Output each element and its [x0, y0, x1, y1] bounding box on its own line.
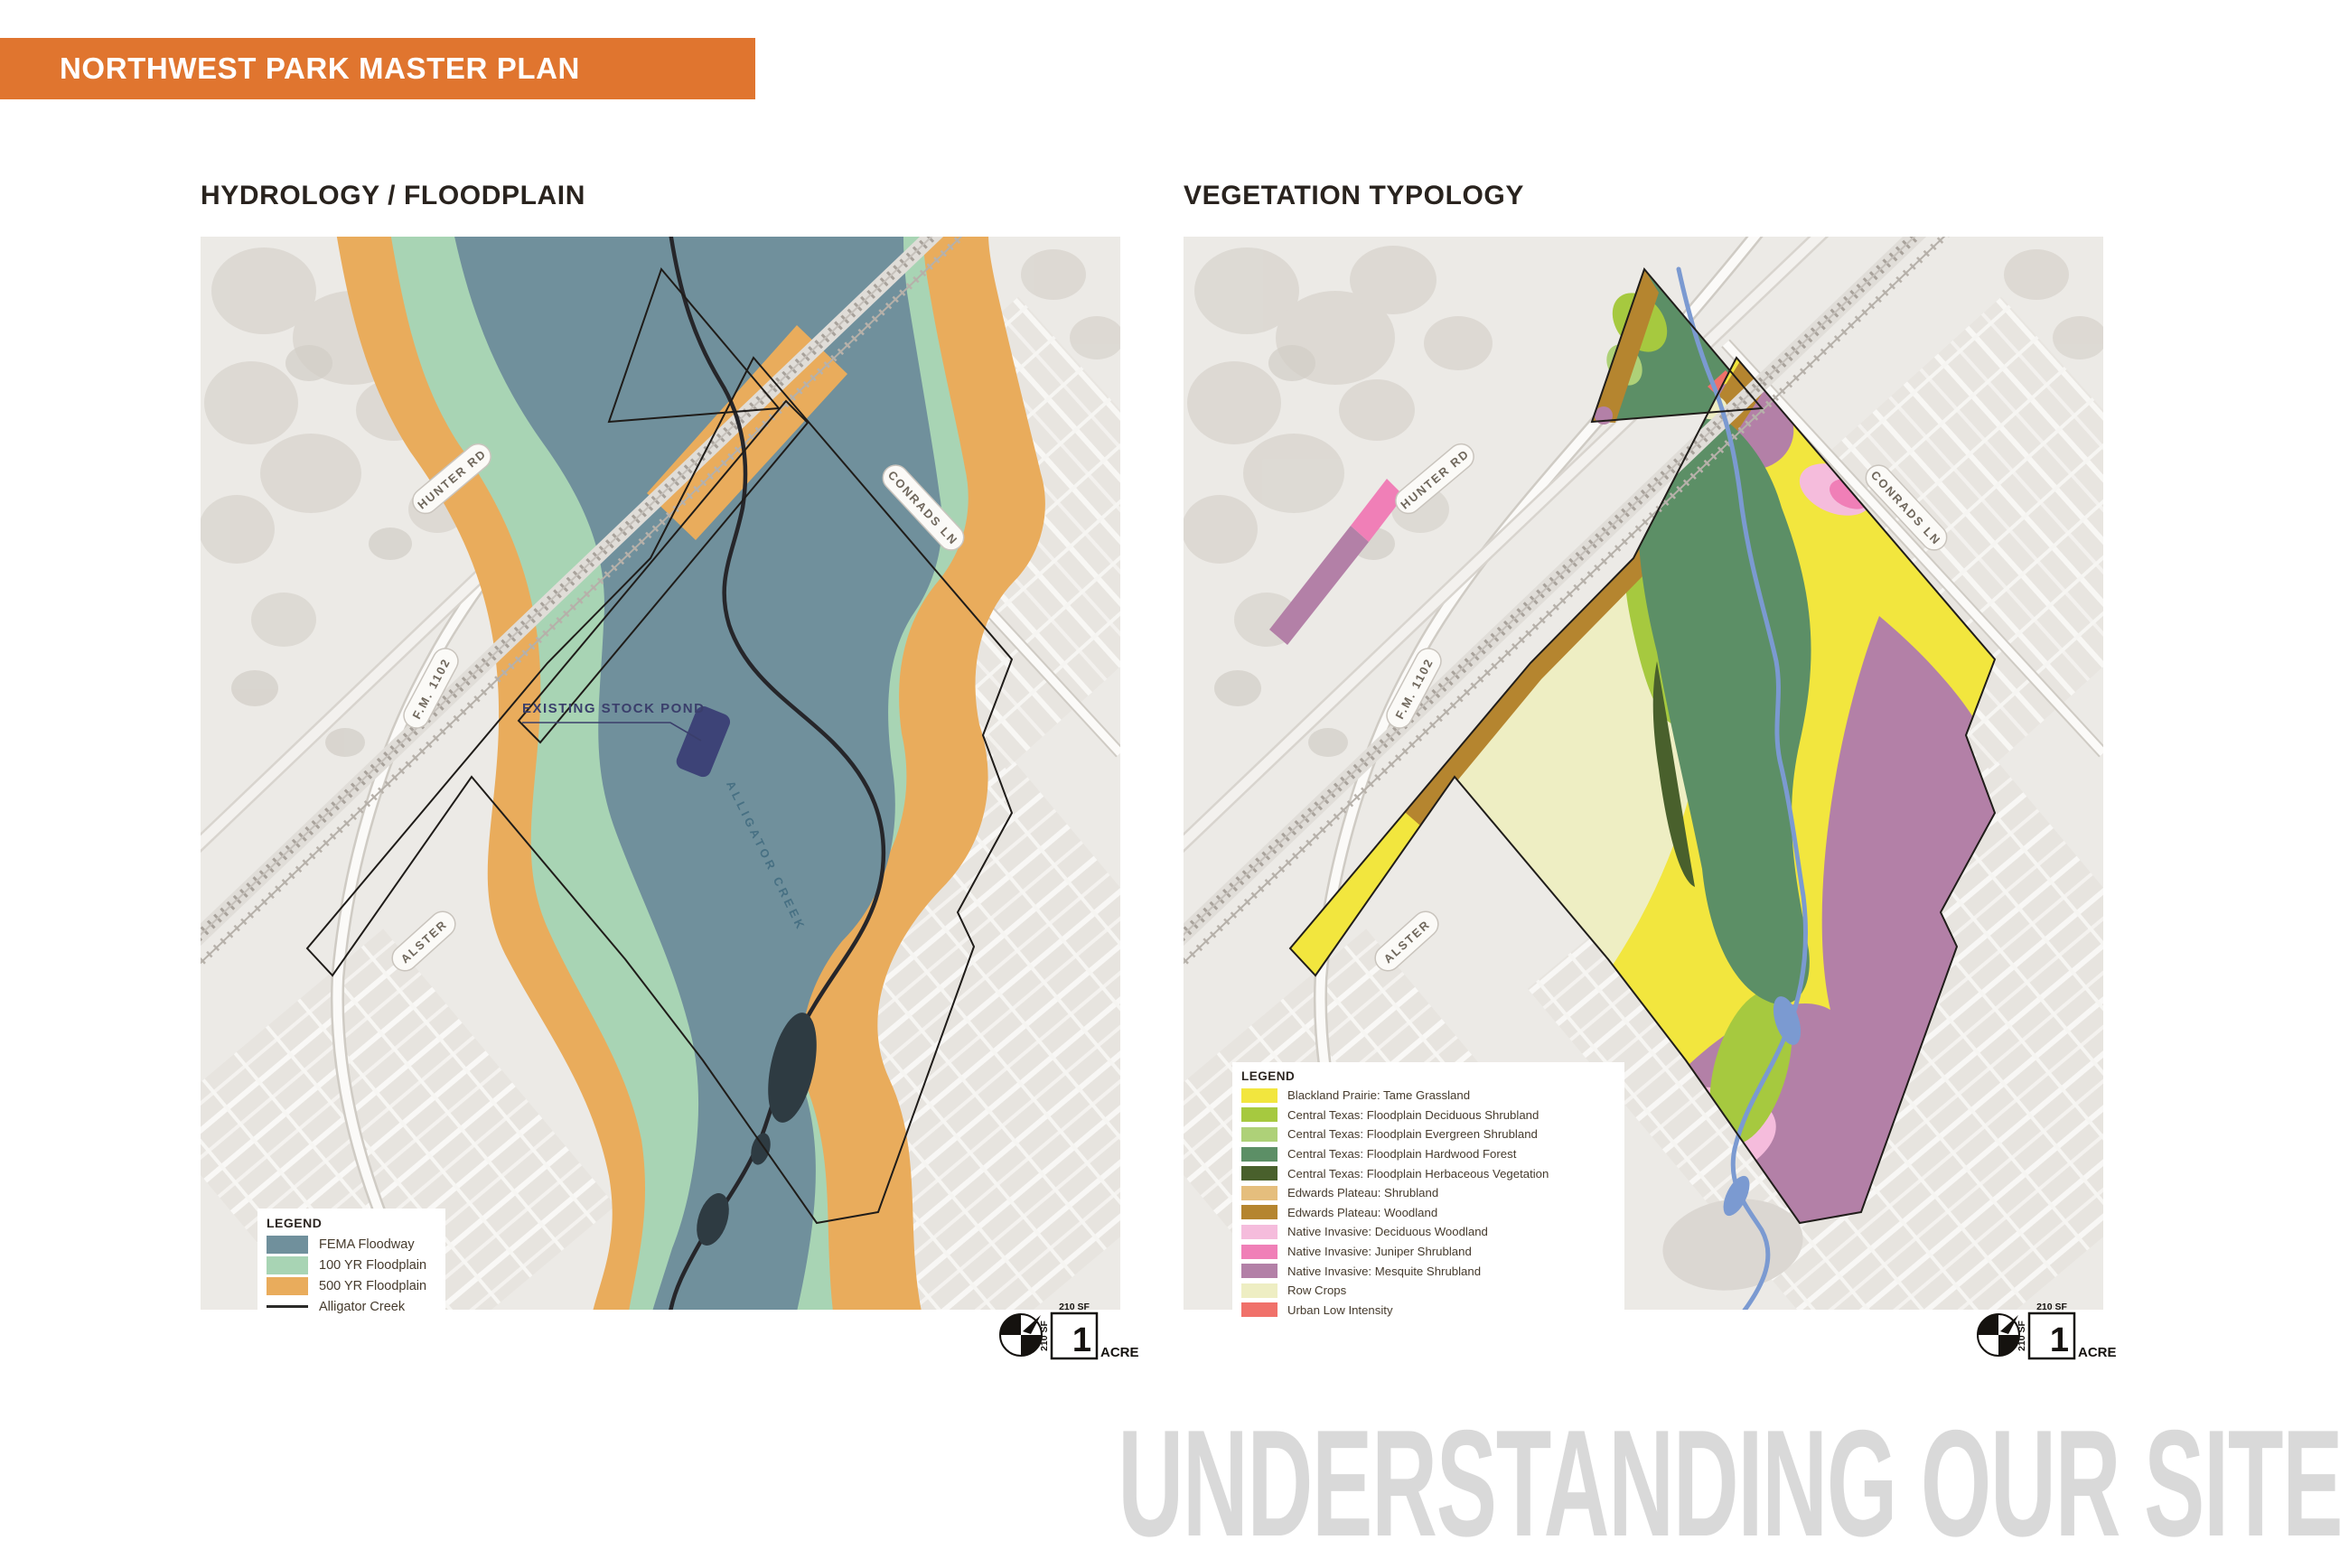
legend-swatch [1241, 1126, 1277, 1142]
legend-label: Central Texas: Floodplain Hardwood Fores… [1287, 1147, 1517, 1162]
legend-item: Central Texas: Floodplain Herbaceous Veg… [1241, 1163, 1614, 1183]
legend-item: Alligator Creek [267, 1296, 435, 1317]
legend-swatch [1241, 1107, 1277, 1123]
legend-item: Row Crops [1241, 1281, 1614, 1301]
legend-title: LEGEND [1241, 1069, 1296, 1083]
acre-scale-square [2027, 1311, 2076, 1360]
legend-label: Native Invasive: Juniper Shrubland [1287, 1245, 1472, 1259]
legend-swatch [267, 1276, 308, 1295]
legend-label: Edwards Plateau: Woodland [1287, 1205, 1438, 1219]
vegetation-legend: LEGEND Blackland Prairie: Tame Grassland C… [1232, 1062, 1624, 1328]
stock-pond-leader-line [522, 722, 702, 742]
legend-item: Blackland Prairie: Tame Grassland [1241, 1086, 1614, 1106]
acre-scale-square [1050, 1311, 1099, 1360]
scale-value: 1 [2050, 1321, 2069, 1359]
hydrology-map-title: HYDROLOGY / FLOODPLAIN [201, 181, 585, 210]
north-arrow-icon [1977, 1313, 2020, 1357]
veg-herbaceous-vegetation [1652, 661, 1695, 887]
alligator-creek-line [669, 237, 886, 1310]
stock-pond-annotation: EXISTING STOCK POND [522, 701, 705, 742]
scale-side-top: 210 SF [1059, 1302, 1090, 1312]
veg-hardwood-forest [1637, 390, 1811, 1005]
legend-swatch [1241, 1205, 1277, 1220]
creek-blue-line [1676, 266, 1809, 1310]
site-boundary [305, 267, 1014, 1225]
legend-swatch [1241, 1302, 1277, 1318]
legend-swatch [267, 1235, 308, 1254]
legend-line-swatch [267, 1305, 308, 1308]
slide-banner: NORTHWEST PARK MASTER PLAN [0, 38, 755, 99]
legend-item: 100 YR Floodplain [267, 1255, 435, 1275]
banner-title: NORTHWEST PARK MASTER PLAN [60, 51, 580, 85]
vegetation-map-title: VEGETATION TYPOLOGY [1184, 181, 1524, 210]
legend-swatch [1241, 1244, 1277, 1259]
legend-swatch [267, 1255, 308, 1274]
legend-item: Central Texas: Floodplain Hardwood Fores… [1241, 1144, 1614, 1164]
legend-label: Edwards Plateau: Shrubland [1287, 1186, 1439, 1200]
legend-label: Central Texas: Floodplain Herbaceous Veg… [1287, 1166, 1549, 1181]
existing-stock-pond [676, 705, 731, 778]
legend-label: Central Texas: Floodplain Deciduous Shru… [1287, 1107, 1539, 1122]
legend-item: Native Invasive: Mesquite Shrubland [1241, 1261, 1614, 1281]
legend-swatch [1241, 1283, 1277, 1298]
legend-item: Edwards Plateau: Shrubland [1241, 1183, 1614, 1203]
legend-swatch [1241, 1087, 1277, 1103]
legend-label: FEMA Floodway [319, 1237, 415, 1252]
legend-item: Urban Low Intensity [1241, 1301, 1614, 1321]
scale-unit: ACRE [1100, 1345, 1139, 1360]
stock-pond-label: EXISTING STOCK POND [522, 701, 705, 716]
legend-swatch [1241, 1224, 1277, 1239]
legend-item: FEMA Floodway [267, 1234, 435, 1255]
legend-item: 500 YR Floodplain [267, 1275, 435, 1296]
legend-item: Central Texas: Floodplain Evergreen Shru… [1241, 1125, 1614, 1144]
north-arrow-icon [999, 1313, 1043, 1357]
legend-title: LEGEND [267, 1216, 323, 1230]
legend-label: Central Texas: Floodplain Evergreen Shru… [1287, 1127, 1538, 1142]
legend-swatch [1241, 1146, 1277, 1162]
scale-side-top: 210 SF [2036, 1302, 2067, 1312]
legend-swatch [1241, 1185, 1277, 1200]
legend-label: Native Invasive: Deciduous Woodland [1287, 1225, 1488, 1239]
hydrology-scale-indicator: 210 SF 210 SF 1 ACRE [999, 1302, 1139, 1360]
scale-side-left: 210 SF [2017, 1320, 2027, 1350]
legend-label: Blackland Prairie: Tame Grassland [1287, 1088, 1471, 1103]
legend-label: Row Crops [1287, 1283, 1347, 1298]
floodway-ponds [697, 1013, 817, 1246]
legend-item: Native Invasive: Deciduous Woodland [1241, 1222, 1614, 1242]
legend-label: 500 YR Floodplain [319, 1278, 427, 1293]
legend-label: Urban Low Intensity [1287, 1302, 1393, 1317]
legend-swatch [1241, 1166, 1277, 1181]
legend-label: Alligator Creek [319, 1299, 406, 1314]
slide-section-title: UNDERSTANDING OUR SITE [1118, 1398, 2343, 1568]
veg-deciduous-shrubland-south [1709, 990, 1792, 1145]
scale-value: 1 [1072, 1321, 1091, 1359]
vegetation-scale-indicator: 210 SF 210 SF 1 ACRE [1977, 1302, 2117, 1360]
northwest-sliver-vegetation [1269, 479, 1404, 645]
legend-label: 100 YR Floodplain [319, 1257, 427, 1273]
hydrology-legend: LEGEND FEMA Floodway 100 YR Floodplain 500 … [257, 1209, 445, 1324]
legend-item: Native Invasive: Juniper Shrubland [1241, 1242, 1614, 1262]
legend-label: Native Invasive: Mesquite Shrubland [1287, 1264, 1482, 1278]
bridge-500yr-sliver [647, 325, 847, 540]
legend-swatch [1241, 1264, 1277, 1279]
hydrology-floodplain-map: HUNTER RD F.M. 1102 CONRADS LN ALSTER [201, 237, 1120, 1310]
legend-item: Edwards Plateau: Woodland [1241, 1203, 1614, 1223]
scale-unit: ACRE [2078, 1345, 2117, 1360]
scale-side-left: 210 SF [1039, 1320, 1050, 1350]
legend-item: Central Texas: Floodplain Deciduous Shru… [1241, 1106, 1614, 1125]
site-boundary [1288, 267, 1997, 1225]
